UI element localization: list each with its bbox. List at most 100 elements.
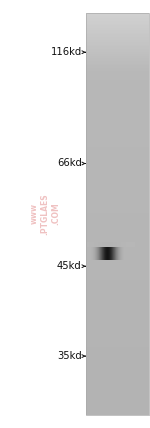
Bar (86, 156, 148, 158)
Bar (86, 184, 148, 186)
Bar (86, 88, 148, 89)
Bar (86, 142, 148, 143)
Bar (86, 130, 148, 131)
Bar (86, 356, 148, 357)
Bar (86, 210, 148, 211)
Bar (86, 146, 148, 147)
Bar (86, 352, 148, 354)
Bar (86, 127, 148, 128)
Bar (86, 312, 148, 313)
Bar (86, 232, 148, 233)
Bar (86, 399, 148, 401)
Bar (86, 72, 148, 73)
Bar (86, 403, 148, 404)
Bar (86, 122, 148, 123)
Bar (86, 328, 148, 329)
Bar (86, 265, 148, 266)
Bar (86, 375, 148, 376)
Bar (86, 201, 148, 202)
Bar (86, 196, 148, 198)
Bar (86, 170, 148, 171)
Bar (86, 297, 148, 298)
Bar (86, 269, 148, 270)
Bar (86, 252, 148, 253)
Bar (86, 384, 148, 386)
Bar (86, 61, 148, 62)
Bar (86, 293, 148, 294)
Text: 66kd: 66kd (57, 158, 82, 169)
Bar (86, 81, 148, 83)
Bar (86, 17, 148, 18)
Bar (86, 181, 148, 182)
Bar (86, 171, 148, 172)
Bar (86, 348, 148, 349)
Bar (86, 277, 148, 278)
Bar (86, 260, 148, 261)
Bar (86, 120, 148, 122)
Bar (86, 112, 148, 113)
Bar (86, 77, 148, 79)
Bar (86, 160, 148, 162)
Bar (86, 345, 148, 347)
Text: 116kd: 116kd (51, 47, 82, 57)
Bar (86, 105, 148, 107)
Bar (86, 80, 148, 81)
Bar (86, 195, 148, 196)
Bar (86, 20, 148, 21)
Bar (86, 188, 148, 190)
Bar (86, 274, 148, 276)
Bar (86, 107, 148, 108)
Bar (86, 30, 148, 32)
Bar (86, 235, 148, 237)
Bar (86, 21, 148, 22)
Bar (86, 99, 148, 100)
Bar (86, 359, 148, 360)
Bar (86, 40, 148, 41)
Bar (86, 380, 148, 382)
Bar (86, 395, 148, 396)
Bar (86, 131, 148, 132)
Bar (86, 276, 148, 277)
Bar (86, 134, 148, 135)
Bar (86, 97, 148, 99)
Bar (86, 266, 148, 268)
Bar (86, 272, 148, 273)
Bar (86, 110, 148, 111)
Bar (86, 223, 148, 225)
Bar (86, 354, 148, 355)
Bar (86, 113, 148, 115)
Bar (86, 164, 148, 166)
Bar (86, 369, 148, 371)
Bar (86, 108, 148, 110)
Bar (86, 213, 148, 214)
Bar (86, 187, 148, 188)
Bar (86, 117, 148, 119)
Bar (86, 374, 148, 375)
Bar (86, 377, 148, 379)
Bar (86, 285, 148, 286)
Bar (86, 332, 148, 333)
Bar (86, 388, 148, 389)
Bar (86, 304, 148, 305)
Bar (86, 37, 148, 39)
Bar (86, 315, 148, 316)
Bar (86, 298, 148, 300)
Bar (86, 296, 148, 297)
Bar (86, 318, 148, 320)
Bar (86, 327, 148, 328)
Bar (86, 246, 148, 247)
Bar (86, 404, 148, 406)
Text: 45kd: 45kd (57, 261, 82, 271)
Bar (86, 396, 148, 398)
Bar (86, 289, 148, 291)
Bar (86, 215, 148, 217)
Bar (86, 176, 148, 178)
Bar (86, 25, 148, 26)
Bar (86, 284, 148, 285)
Bar (86, 208, 148, 210)
Bar (86, 42, 148, 44)
Bar (86, 394, 148, 395)
Bar (86, 51, 148, 52)
Bar (86, 308, 148, 309)
Bar (86, 183, 148, 184)
